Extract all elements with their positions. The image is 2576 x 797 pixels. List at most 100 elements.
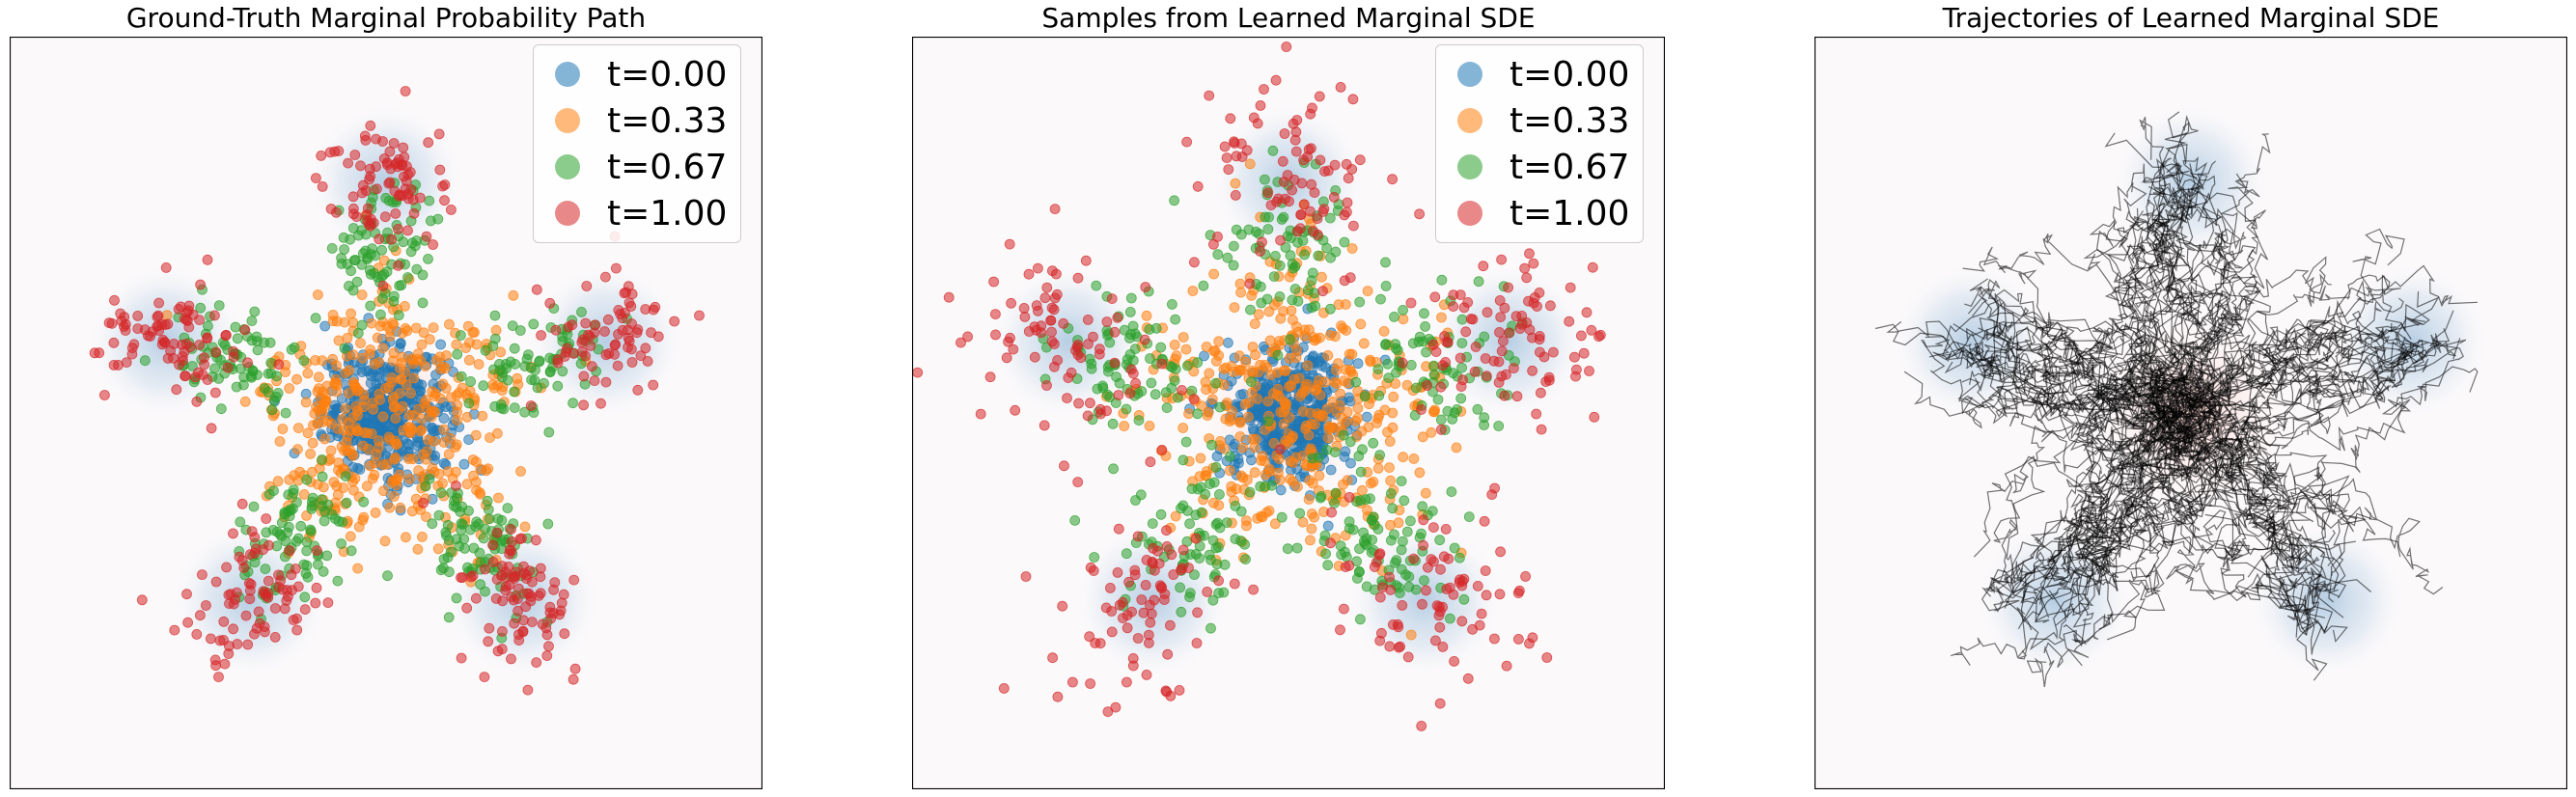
data-point xyxy=(1213,336,1225,347)
data-point xyxy=(420,453,431,465)
data-point xyxy=(298,355,310,367)
data-point xyxy=(432,543,444,555)
legend-marker xyxy=(1457,62,1482,87)
legend-marker xyxy=(555,108,580,133)
trajectory xyxy=(2105,163,2190,384)
data-point xyxy=(1419,575,1429,586)
data-point xyxy=(424,195,435,206)
data-point xyxy=(1279,398,1290,409)
data-point xyxy=(180,315,192,326)
data-point xyxy=(263,386,274,398)
data-point xyxy=(393,260,404,271)
data-point xyxy=(1255,359,1266,371)
data-point xyxy=(525,362,537,373)
data-point xyxy=(388,347,400,359)
data-point xyxy=(413,436,425,448)
trajectory xyxy=(2021,359,2210,451)
series-t=1.00 xyxy=(89,86,705,696)
data-point xyxy=(1184,518,1196,530)
data-point xyxy=(1397,600,1408,611)
data-point xyxy=(580,317,592,329)
data-point xyxy=(1177,332,1189,343)
data-point xyxy=(1344,436,1356,448)
data-point xyxy=(1430,635,1441,646)
data-point xyxy=(443,566,455,578)
data-point xyxy=(557,366,568,377)
data-point xyxy=(521,573,532,584)
trajectory xyxy=(2136,202,2191,453)
data-point xyxy=(1429,291,1441,303)
data-point xyxy=(372,332,383,344)
chart-title: Samples from Learned Marginal SDE xyxy=(1041,2,1536,34)
data-point xyxy=(1356,484,1368,496)
data-point xyxy=(263,368,274,379)
data-point xyxy=(1352,358,1364,370)
data-point xyxy=(352,462,364,474)
data-point xyxy=(1094,348,1105,360)
data-point xyxy=(253,606,264,618)
data-point xyxy=(1123,576,1135,588)
data-point xyxy=(1512,588,1524,598)
data-point xyxy=(1164,619,1176,631)
data-point xyxy=(1416,528,1426,539)
data-point xyxy=(1302,151,1314,162)
data-point xyxy=(365,120,376,131)
data-point xyxy=(355,338,366,349)
data-point xyxy=(427,462,438,474)
data-point xyxy=(1233,350,1245,362)
data-point xyxy=(1051,289,1063,300)
data-point xyxy=(1046,326,1057,338)
data-point xyxy=(347,208,359,220)
data-point xyxy=(286,344,297,355)
data-point xyxy=(1405,359,1417,371)
trajectory xyxy=(1980,409,2119,612)
data-point xyxy=(1285,334,1295,345)
data-point xyxy=(377,136,388,147)
data-point xyxy=(374,309,386,320)
data-point xyxy=(1057,600,1068,612)
data-point xyxy=(1408,453,1420,464)
data-point xyxy=(1365,493,1375,505)
data-point xyxy=(331,386,343,398)
trajectory-plot xyxy=(1814,37,2567,789)
data-point xyxy=(1268,299,1280,311)
data-point xyxy=(277,584,289,595)
plot-frame xyxy=(10,37,762,789)
data-point xyxy=(326,418,338,429)
data-point xyxy=(1436,274,1448,286)
data-point xyxy=(346,265,357,277)
data-point xyxy=(1145,617,1156,628)
data-point xyxy=(266,404,278,416)
data-point xyxy=(196,569,208,580)
data-point xyxy=(195,302,207,314)
data-point xyxy=(1463,511,1475,523)
data-point xyxy=(1329,498,1340,508)
data-point xyxy=(1221,152,1233,163)
data-point xyxy=(1180,344,1192,355)
trajectory xyxy=(2048,353,2236,619)
data-point xyxy=(1447,413,1458,425)
data-point xyxy=(388,401,400,413)
data-point xyxy=(1306,179,1317,190)
data-point xyxy=(1476,608,1487,619)
legend-marker xyxy=(555,201,580,226)
data-point xyxy=(1420,320,1430,332)
data-point xyxy=(1298,199,1310,210)
data-point xyxy=(1237,442,1249,453)
data-point xyxy=(1085,678,1096,689)
data-point xyxy=(1392,344,1403,356)
trajectory xyxy=(2198,333,2461,467)
data-point xyxy=(191,396,203,407)
data-point xyxy=(1335,540,1346,551)
data-point xyxy=(301,536,313,547)
data-point xyxy=(609,348,621,360)
data-point xyxy=(1494,589,1506,600)
data-point xyxy=(1169,375,1180,387)
data-point xyxy=(307,492,319,504)
data-point xyxy=(1319,530,1331,541)
data-point xyxy=(451,481,461,491)
data-point xyxy=(218,616,230,627)
data-point xyxy=(596,398,606,409)
data-point xyxy=(169,624,180,636)
data-point xyxy=(347,316,359,328)
